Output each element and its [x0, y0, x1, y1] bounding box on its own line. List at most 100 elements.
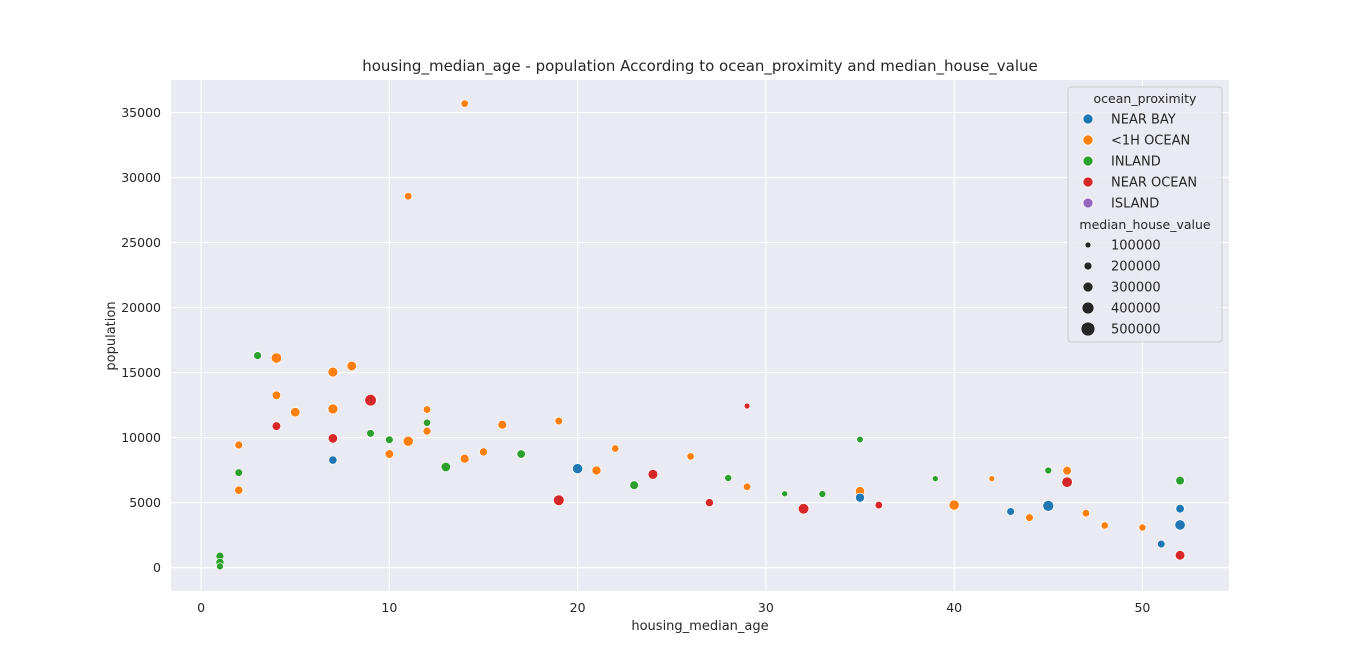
data-point — [327, 403, 339, 415]
data-point — [271, 390, 282, 400]
data-point — [422, 426, 432, 436]
data-point — [686, 452, 695, 461]
data-point — [611, 444, 620, 453]
x-tick-label: 40 — [946, 600, 962, 615]
data-point — [1061, 476, 1073, 488]
x-tick-label: 50 — [1134, 600, 1150, 615]
data-point — [1174, 519, 1186, 531]
legend-size-marker — [1082, 281, 1094, 293]
legend-box — [1067, 86, 1223, 343]
x-tick-label: 20 — [570, 600, 586, 615]
data-point — [1156, 539, 1166, 549]
data-point — [1174, 550, 1186, 561]
data-point — [404, 192, 413, 201]
data-point — [327, 433, 338, 444]
data-point — [1138, 523, 1147, 532]
data-point — [1175, 504, 1185, 514]
legend-hue-title: ocean_proximity — [1094, 91, 1198, 106]
data-point — [931, 475, 939, 483]
legend-size-label: 300000 — [1111, 281, 1161, 296]
legend-entry-label: <1H OCEAN — [1111, 134, 1190, 149]
data-point — [234, 468, 244, 477]
data-point — [422, 405, 432, 414]
legend-size-marker — [1084, 241, 1092, 249]
grid — [171, 80, 1229, 591]
data-point — [479, 447, 488, 457]
data-point — [385, 435, 394, 445]
data-point — [440, 461, 451, 473]
y-tick-label: 20000 — [121, 300, 161, 315]
y-tick-label: 30000 — [121, 170, 161, 185]
x-tick-label: 0 — [197, 600, 205, 615]
data-point — [647, 469, 659, 480]
data-point — [366, 429, 375, 438]
y-tick-label: 5000 — [129, 495, 161, 510]
legend-size-label: 200000 — [1111, 260, 1161, 275]
data-point — [346, 360, 357, 372]
y-tick-label: 25000 — [121, 235, 161, 250]
data-point — [553, 494, 565, 506]
data-point — [988, 475, 996, 483]
x-axis-label: housing_median_age — [631, 619, 768, 634]
data-point — [270, 352, 282, 364]
data-point — [1044, 466, 1053, 475]
data-point — [572, 463, 584, 475]
data-point — [497, 419, 508, 430]
legend-marker — [1082, 176, 1094, 188]
data-point — [781, 490, 789, 498]
legend-size-label: 500000 — [1111, 323, 1161, 338]
data-point — [724, 474, 733, 482]
data-point — [459, 453, 470, 464]
data-point — [234, 485, 244, 495]
points — [215, 99, 1186, 571]
data-point — [271, 421, 282, 431]
legend-entry-label: NEAR BAY — [1111, 113, 1176, 128]
y-tick-label: 0 — [153, 560, 161, 575]
data-point — [384, 449, 395, 459]
data-point — [742, 482, 752, 491]
legend-size-marker — [1081, 301, 1095, 315]
x-tick-label: 30 — [758, 600, 774, 615]
data-point — [629, 480, 639, 490]
data-point — [1081, 509, 1091, 518]
legend-entry-label: INLAND — [1111, 155, 1161, 170]
legend-size-title: median_house_value — [1079, 217, 1211, 232]
legend: ocean_proximity NEAR BAY <1H OCEAN INLAND NE… — [1067, 86, 1223, 343]
data-point — [856, 435, 864, 444]
data-point — [1100, 521, 1109, 530]
data-point — [1006, 507, 1015, 516]
data-point — [1062, 465, 1072, 476]
legend-entry-label: ISLAND — [1111, 197, 1159, 212]
data-point — [422, 418, 432, 427]
data-point — [253, 351, 262, 360]
legend-size-marker — [1080, 321, 1096, 337]
data-point — [554, 416, 564, 426]
legend-size-label: 400000 — [1111, 302, 1161, 317]
chart-title: housing_median_age - population Accordin… — [362, 57, 1038, 76]
legend-marker — [1082, 134, 1094, 146]
x-tick-label: 10 — [381, 600, 397, 615]
legend-marker — [1082, 113, 1094, 125]
data-point — [328, 455, 338, 465]
data-point — [855, 492, 865, 503]
data-point — [1042, 499, 1055, 512]
y-axis-label: population — [104, 301, 119, 370]
legend-entry-label: NEAR OCEAN — [1111, 176, 1197, 191]
data-point — [1025, 513, 1034, 522]
tick-labels: 0 10 20 30 40 50 0 5000 10000 15000 20000 25000 3000… — [121, 105, 1150, 615]
data-point — [1175, 475, 1185, 486]
legend-marker — [1082, 197, 1094, 209]
data-point — [234, 440, 244, 450]
data-point — [516, 449, 526, 459]
data-point — [818, 490, 827, 498]
data-point — [364, 394, 377, 407]
y-tick-label: 35000 — [121, 105, 161, 120]
y-tick-label: 15000 — [121, 365, 161, 380]
data-point — [460, 99, 469, 108]
data-point — [948, 499, 960, 511]
data-point — [797, 503, 810, 515]
y-tick-label: 10000 — [121, 430, 161, 445]
data-point — [743, 402, 751, 410]
